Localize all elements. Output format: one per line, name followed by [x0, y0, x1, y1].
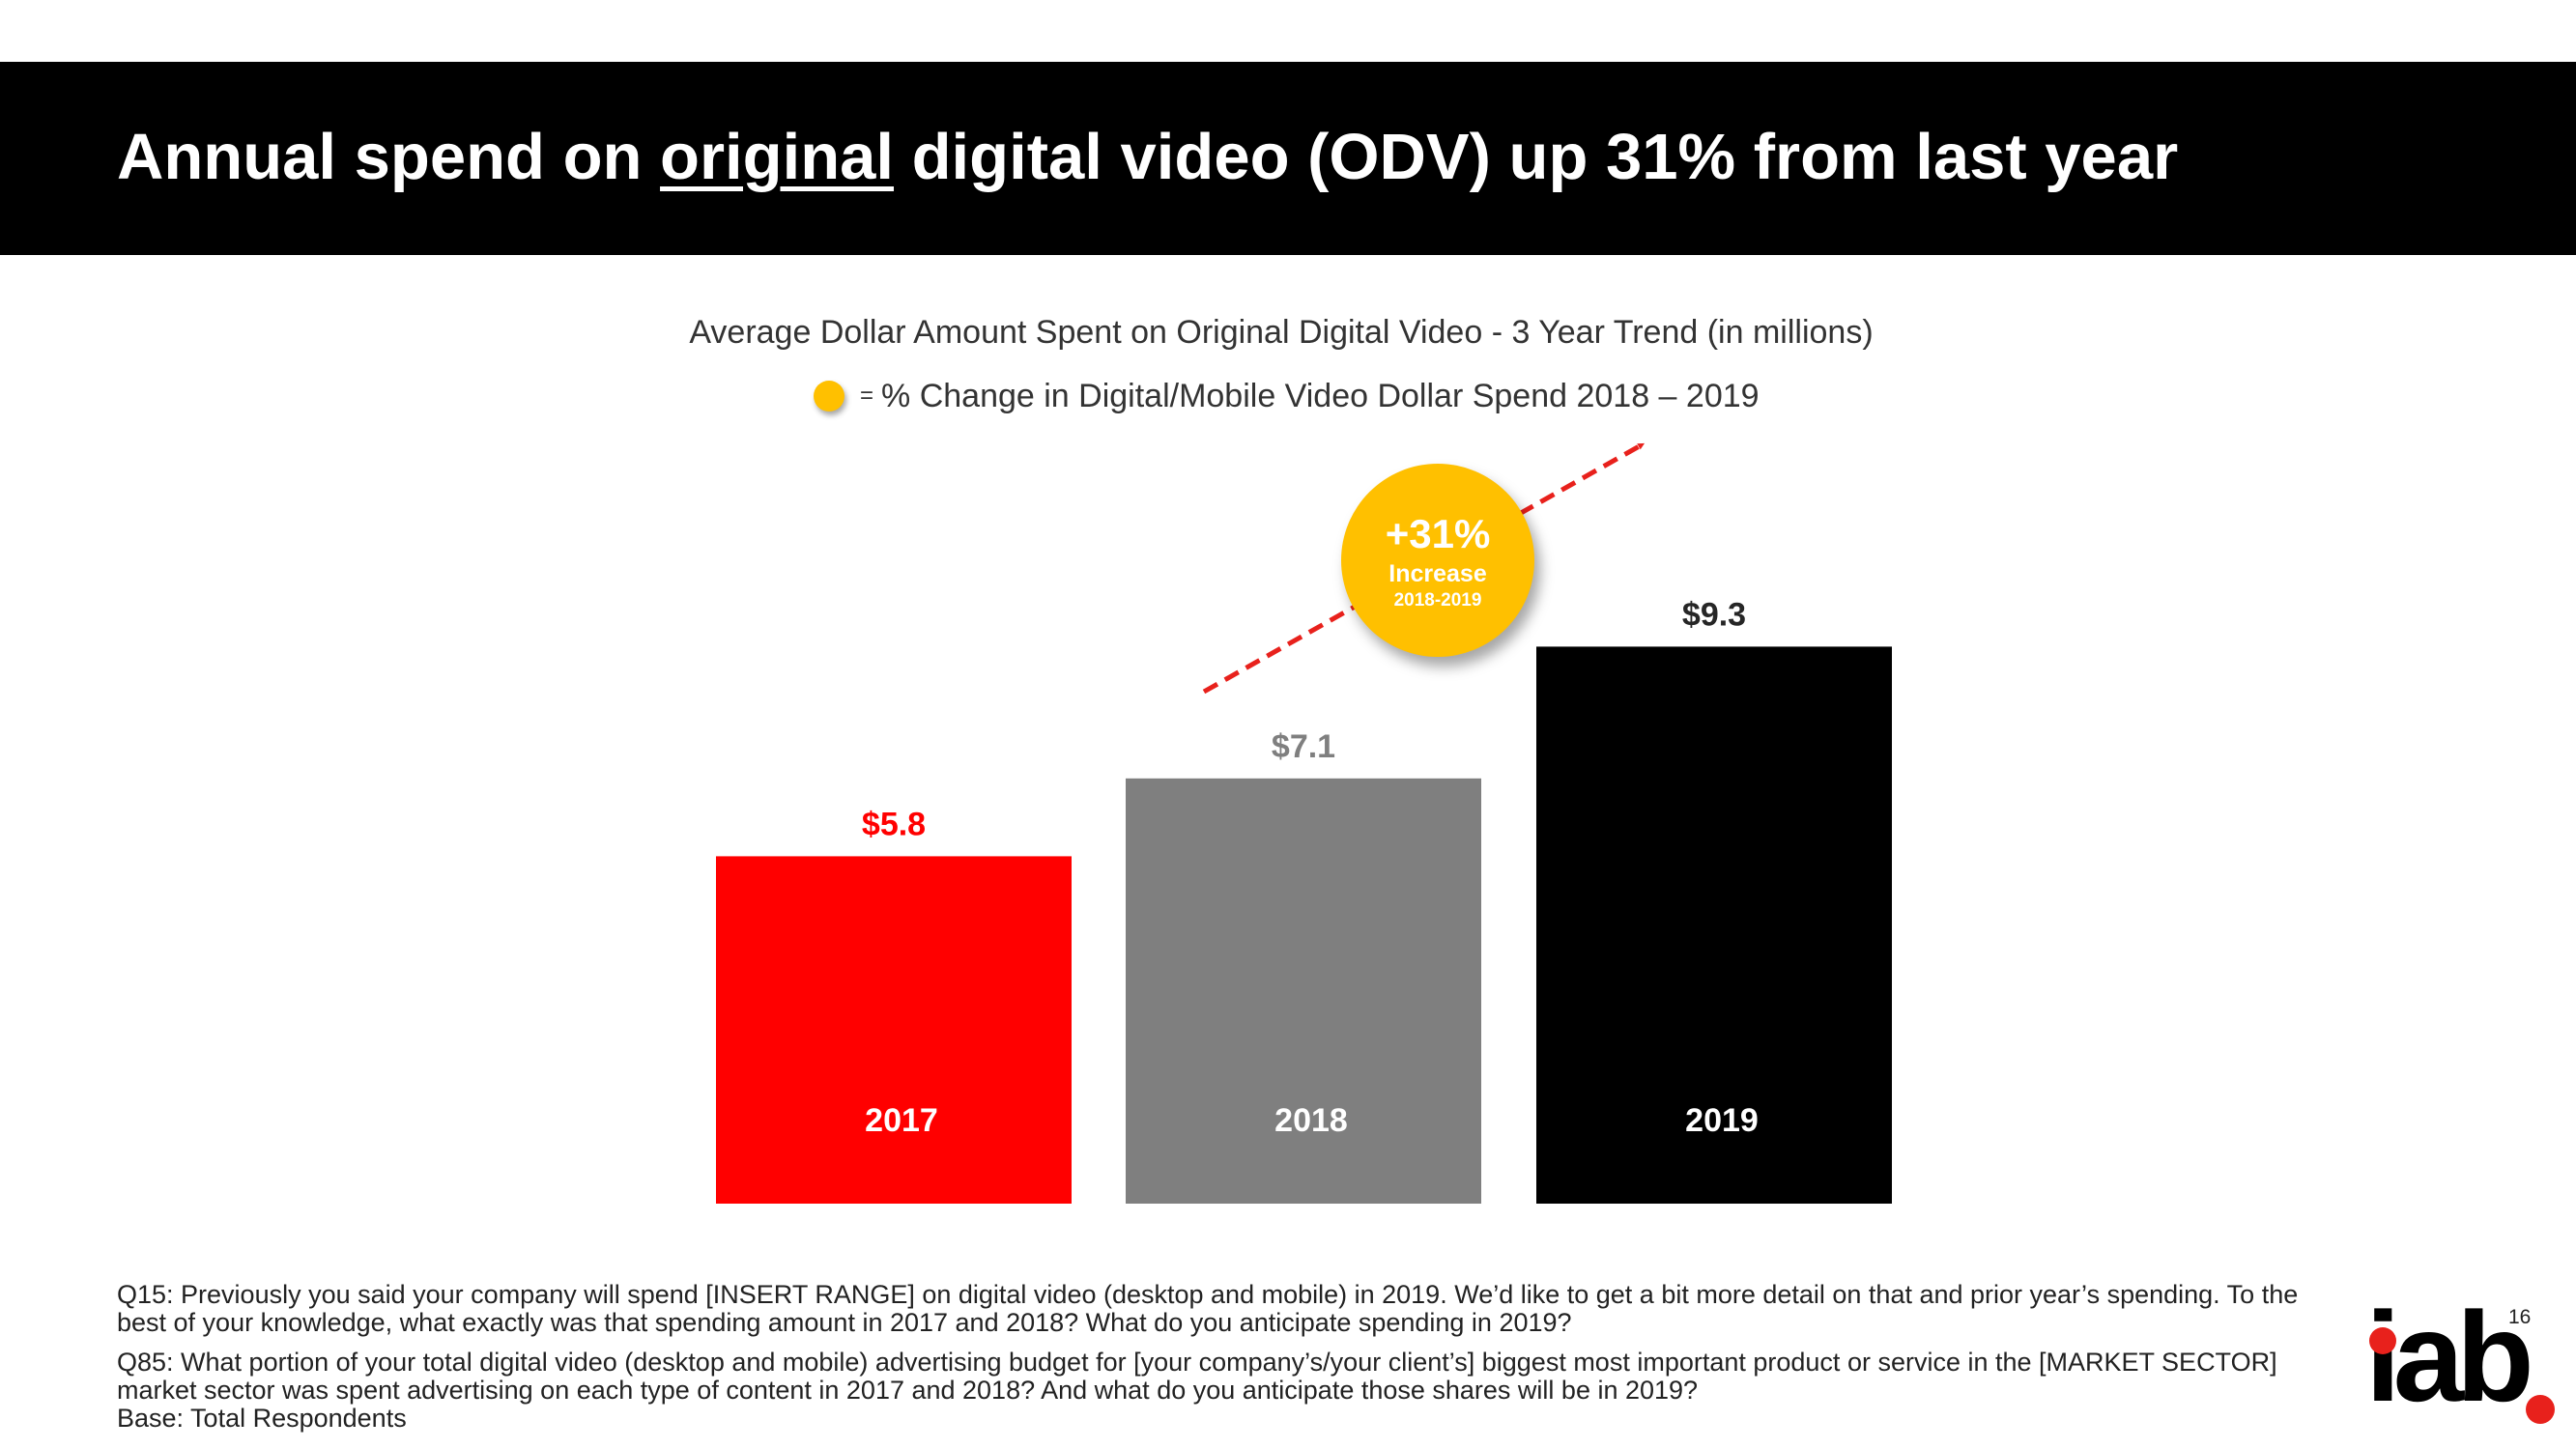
callout-label: Increase: [1388, 560, 1487, 587]
bar-2019: [1536, 646, 1892, 1204]
footnote-q85: Q85: What portion of your total digital …: [117, 1348, 2277, 1405]
iab-logo: iab: [2365, 1286, 2534, 1428]
legend-label: % Change in Digital/Mobile Video Dollar …: [881, 377, 1760, 414]
value-label-2018: $7.1: [1272, 728, 1335, 765]
legend-equals: =: [860, 383, 874, 409]
legend: = % Change in Digital/Mobile Video Dolla…: [814, 375, 1760, 417]
logo-dot-end: [2526, 1395, 2555, 1424]
title-bar: [0, 62, 2576, 255]
callout-value: +31%: [1385, 511, 1491, 556]
value-label-2019: $9.3: [1682, 596, 1746, 633]
footnote-base: Base: Total Respondents: [117, 1404, 407, 1433]
value-label-2017: $5.8: [862, 806, 926, 842]
legend-swatch: [814, 381, 844, 412]
logo-dot-i: [2369, 1327, 2396, 1354]
footnote-q15: Q15: Previously you said your company wi…: [117, 1280, 2299, 1337]
callout-period: 2018-2019: [1393, 590, 1482, 611]
page-title: Annual spend on original digital video (…: [117, 116, 2178, 199]
title-underlined-word: original: [660, 121, 895, 193]
footnotes: Q15: Previously you said your company wi…: [117, 1281, 2339, 1433]
category-label-2018: 2018: [1274, 1102, 1348, 1139]
percent-change-callout: +31% Increase 2018-2019: [1341, 464, 1534, 657]
bar-chart: $5.8 2017 $7.1 2018 $9.3 2019: [716, 441, 1892, 1204]
category-label-2019: 2019: [1685, 1102, 1759, 1139]
chart-title: Average Dollar Amount Spent on Original …: [689, 314, 1874, 351]
title-part-2: digital video (ODV) up 31% from last yea…: [894, 121, 2179, 193]
title-part-1: Annual spend on: [117, 121, 661, 193]
category-label-2017: 2017: [865, 1102, 938, 1139]
bar-2017: [716, 856, 1072, 1204]
page-number: 16: [2508, 1306, 2532, 1328]
bar-2018: [1126, 778, 1481, 1204]
